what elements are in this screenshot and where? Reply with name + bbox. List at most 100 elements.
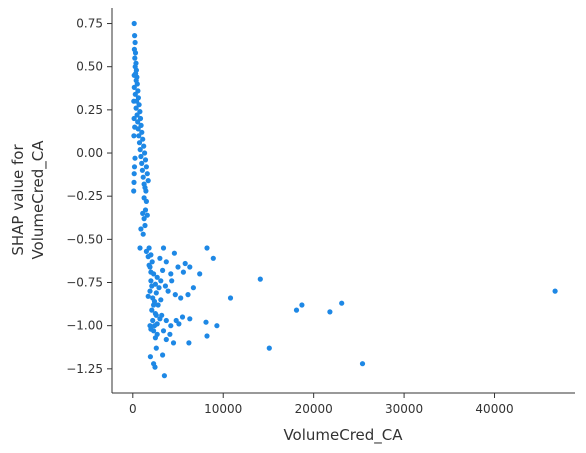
y-tick-label-4: −0.25: [66, 189, 103, 203]
data-point-29: [136, 140, 143, 146]
data-point-114: [179, 314, 186, 320]
data-point-45: [131, 179, 137, 185]
y-ticks: 0.75 0.50 0.25 0.00 −0.25 −0.50 −0.75 −1.00 −1.2…: [66, 17, 112, 376]
data-point-122: [203, 319, 209, 325]
data-point-144: [148, 269, 154, 275]
x-tick-label-1: 10000: [204, 402, 242, 416]
data-point-115: [160, 328, 167, 334]
data-point-120: [186, 340, 192, 346]
data-point-93: [168, 271, 174, 277]
data-point-31: [137, 147, 143, 153]
y-tick-label-5: −0.50: [66, 232, 103, 246]
data-point-119: [176, 321, 182, 327]
data-point-85: [152, 364, 158, 370]
data-point-58: [140, 210, 146, 216]
y-tick-label-7: −1.00: [66, 319, 103, 333]
data-point-35: [139, 160, 145, 166]
data-point-47: [131, 164, 138, 170]
data-point-46: [131, 171, 137, 177]
y-tick-label-1: 0.50: [76, 60, 103, 74]
data-point-88: [153, 345, 159, 351]
data-point-40: [145, 178, 151, 184]
data-point-44: [131, 188, 137, 194]
data-point-107: [178, 295, 184, 301]
data-point-51: [131, 98, 137, 104]
x-tick-label-4: 40000: [475, 402, 513, 416]
data-point-33: [138, 153, 144, 160]
y-tick-label-6: −0.75: [66, 276, 103, 290]
data-point-148: [152, 311, 158, 317]
data-point-50: [131, 115, 137, 122]
data-point-100: [204, 245, 210, 251]
data-point-69: [148, 278, 154, 284]
data-point-121: [187, 316, 193, 322]
data-point-145: [149, 283, 155, 289]
data-point-117: [163, 336, 169, 343]
data-point-24: [138, 122, 144, 128]
data-point-39: [140, 174, 146, 180]
data-point-92: [160, 267, 166, 273]
data-point-130: [327, 309, 333, 315]
data-point-99: [197, 271, 203, 277]
data-point-126: [257, 276, 263, 282]
data-point-101: [210, 255, 216, 261]
data-point-110: [159, 312, 165, 318]
data-point-0: [131, 20, 137, 27]
data-point-5: [132, 55, 138, 61]
data-point-63: [137, 245, 143, 251]
x-tick-label-0: 0: [129, 402, 137, 416]
data-point-52: [131, 72, 137, 78]
y-tick-label-8: −1.25: [66, 362, 103, 376]
data-point-1: [132, 33, 138, 39]
data-point-30: [141, 143, 147, 149]
data-point-129: [299, 302, 305, 308]
data-point-75: [149, 307, 155, 313]
data-point-128: [293, 307, 300, 313]
data-point-142: [143, 248, 149, 254]
data-point-106: [172, 292, 178, 298]
data-point-57: [144, 212, 150, 218]
data-point-19: [133, 105, 139, 111]
data-point-83: [147, 354, 153, 360]
data-point-43: [143, 188, 149, 194]
data-point-136: [153, 290, 159, 296]
data-point-66: [149, 259, 155, 265]
data-point-62: [140, 231, 146, 237]
data-point-61: [138, 226, 144, 232]
data-point-140: [154, 321, 160, 327]
data-point-15: [132, 91, 138, 97]
data-point-53: [132, 124, 138, 130]
data-point-21: [134, 112, 140, 118]
data-point-86: [160, 352, 166, 358]
y-axis-title-line-2: VolumeCred_CA: [29, 140, 48, 260]
data-point-81: [148, 326, 154, 332]
data-point-59: [141, 216, 147, 222]
data-point-97: [187, 264, 193, 270]
data-point-12: [134, 81, 140, 87]
data-point-91: [163, 259, 169, 265]
data-point-111: [163, 317, 169, 324]
data-point-55: [143, 198, 149, 204]
data-point-96: [180, 269, 186, 275]
data-point-137: [158, 297, 164, 303]
data-point-132: [359, 361, 366, 367]
data-point-32: [142, 150, 148, 156]
data-points: [131, 20, 558, 379]
data-point-23: [135, 119, 141, 125]
data-point-82: [154, 331, 160, 337]
data-point-146: [145, 293, 151, 299]
data-point-127: [266, 345, 272, 351]
y-axis-title-line-1: SHAP value for: [9, 144, 27, 256]
data-point-18: [136, 102, 142, 108]
data-point-26: [139, 129, 145, 135]
data-point-48: [132, 155, 138, 161]
plot-area: 0 10000 20000 30000 40000 0.75 0.50 0.25 0.00 −0…: [66, 8, 575, 416]
data-point-109: [190, 285, 196, 291]
data-point-138: [150, 317, 156, 324]
data-point-49: [131, 133, 137, 139]
data-point-131: [339, 300, 345, 306]
data-point-38: [144, 171, 150, 177]
data-point-87: [161, 373, 167, 379]
data-point-37: [139, 167, 145, 173]
y-tick-label-3: 0.00: [76, 146, 103, 160]
